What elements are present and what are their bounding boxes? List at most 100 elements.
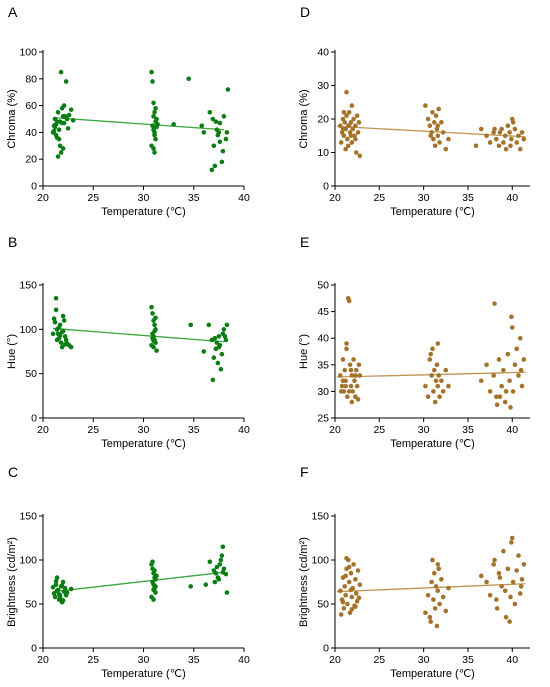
data-point	[508, 594, 513, 600]
panel-D: D 0 10 20 30 40 20 25 30 35 40 Temperature (℃) Chrom…	[298, 4, 530, 218]
data-point	[354, 599, 360, 604]
data-point	[152, 328, 157, 334]
data-point	[351, 562, 356, 567]
data-point	[446, 136, 451, 142]
data-point	[207, 110, 213, 115]
data-point	[54, 588, 60, 594]
data-point	[492, 557, 497, 563]
data-point	[430, 346, 435, 352]
data-point	[519, 577, 525, 582]
data-point	[428, 619, 434, 624]
y-tick-label: 50	[25, 368, 37, 380]
x-axis-label: Temperature (℃)	[101, 668, 186, 680]
panel-letter: E	[300, 234, 309, 250]
y-tick-label: 0	[323, 181, 329, 193]
data-point	[213, 570, 219, 576]
data-point	[151, 100, 156, 106]
data-point	[425, 394, 431, 400]
data-point	[429, 373, 434, 378]
data-point	[499, 584, 504, 589]
data-point	[425, 592, 431, 598]
data-point	[221, 566, 227, 572]
data-point	[423, 103, 428, 108]
x-tick-label: 20	[37, 424, 49, 436]
data-point	[224, 590, 230, 595]
data-point	[508, 143, 513, 149]
data-point	[423, 610, 428, 616]
data-point	[63, 592, 69, 598]
data-point	[60, 146, 66, 151]
data-point	[55, 110, 61, 115]
data-point	[478, 573, 484, 579]
data-point	[507, 619, 512, 624]
data-point	[57, 119, 63, 124]
x-axis-label: Temperature (℃)	[390, 438, 475, 450]
data-point	[218, 557, 224, 563]
data-point	[203, 582, 209, 587]
panel-letter: F	[300, 464, 309, 480]
data-point	[152, 568, 157, 573]
data-point	[59, 105, 65, 111]
data-point	[434, 362, 440, 368]
data-point	[353, 367, 359, 373]
data-point	[509, 314, 514, 320]
data-point	[521, 136, 527, 142]
data-point	[509, 325, 515, 330]
data-point	[509, 116, 515, 122]
data-point	[201, 130, 207, 135]
data-point	[496, 143, 502, 149]
x-tick-label: 35	[188, 654, 200, 666]
y-tick-label: 40	[317, 47, 329, 59]
data-point	[339, 383, 345, 389]
data-point	[340, 126, 346, 132]
data-point	[220, 570, 226, 575]
data-point	[152, 322, 157, 328]
data-point	[199, 123, 205, 128]
data-point	[348, 570, 354, 576]
data-point	[222, 334, 228, 339]
data-point	[433, 113, 439, 118]
data-point	[343, 573, 348, 579]
data-point	[512, 126, 518, 132]
data-point	[347, 362, 353, 368]
panel-letter: A	[8, 4, 18, 20]
data-point	[499, 383, 504, 389]
data-point	[514, 568, 520, 573]
data-point	[61, 120, 67, 126]
data-point	[355, 397, 361, 402]
data-point	[214, 127, 220, 133]
y-axis-label: Brightness (cd/m²)	[298, 537, 310, 627]
data-point	[478, 378, 484, 384]
data-point	[153, 584, 158, 589]
data-point	[356, 120, 362, 125]
x-tick-label: 20	[37, 654, 49, 666]
data-point	[342, 367, 348, 373]
x-axis-label: Temperature (℃)	[101, 206, 186, 218]
data-point	[52, 594, 58, 600]
y-tick-label: 150	[19, 280, 37, 292]
data-point	[353, 577, 358, 582]
data-point	[149, 304, 154, 310]
y-tick-label: 100	[19, 47, 37, 59]
y-tick-label: 50	[317, 280, 329, 292]
data-point	[429, 579, 434, 585]
data-point	[349, 399, 355, 405]
data-point	[56, 127, 62, 133]
data-point	[151, 597, 156, 602]
x-tick-label: 30	[138, 424, 150, 436]
data-point	[492, 126, 497, 132]
data-point	[188, 584, 194, 589]
data-point	[350, 389, 356, 394]
data-point	[153, 577, 158, 582]
data-point	[55, 154, 61, 159]
data-point	[492, 301, 497, 306]
data-point	[343, 592, 348, 598]
y-tick-label: 35	[317, 359, 329, 371]
data-point	[517, 146, 523, 152]
panel-letter: D	[300, 4, 310, 20]
data-point	[347, 610, 353, 616]
data-point	[150, 79, 155, 84]
y-tick-label: 0	[31, 413, 37, 425]
data-point	[427, 614, 433, 620]
